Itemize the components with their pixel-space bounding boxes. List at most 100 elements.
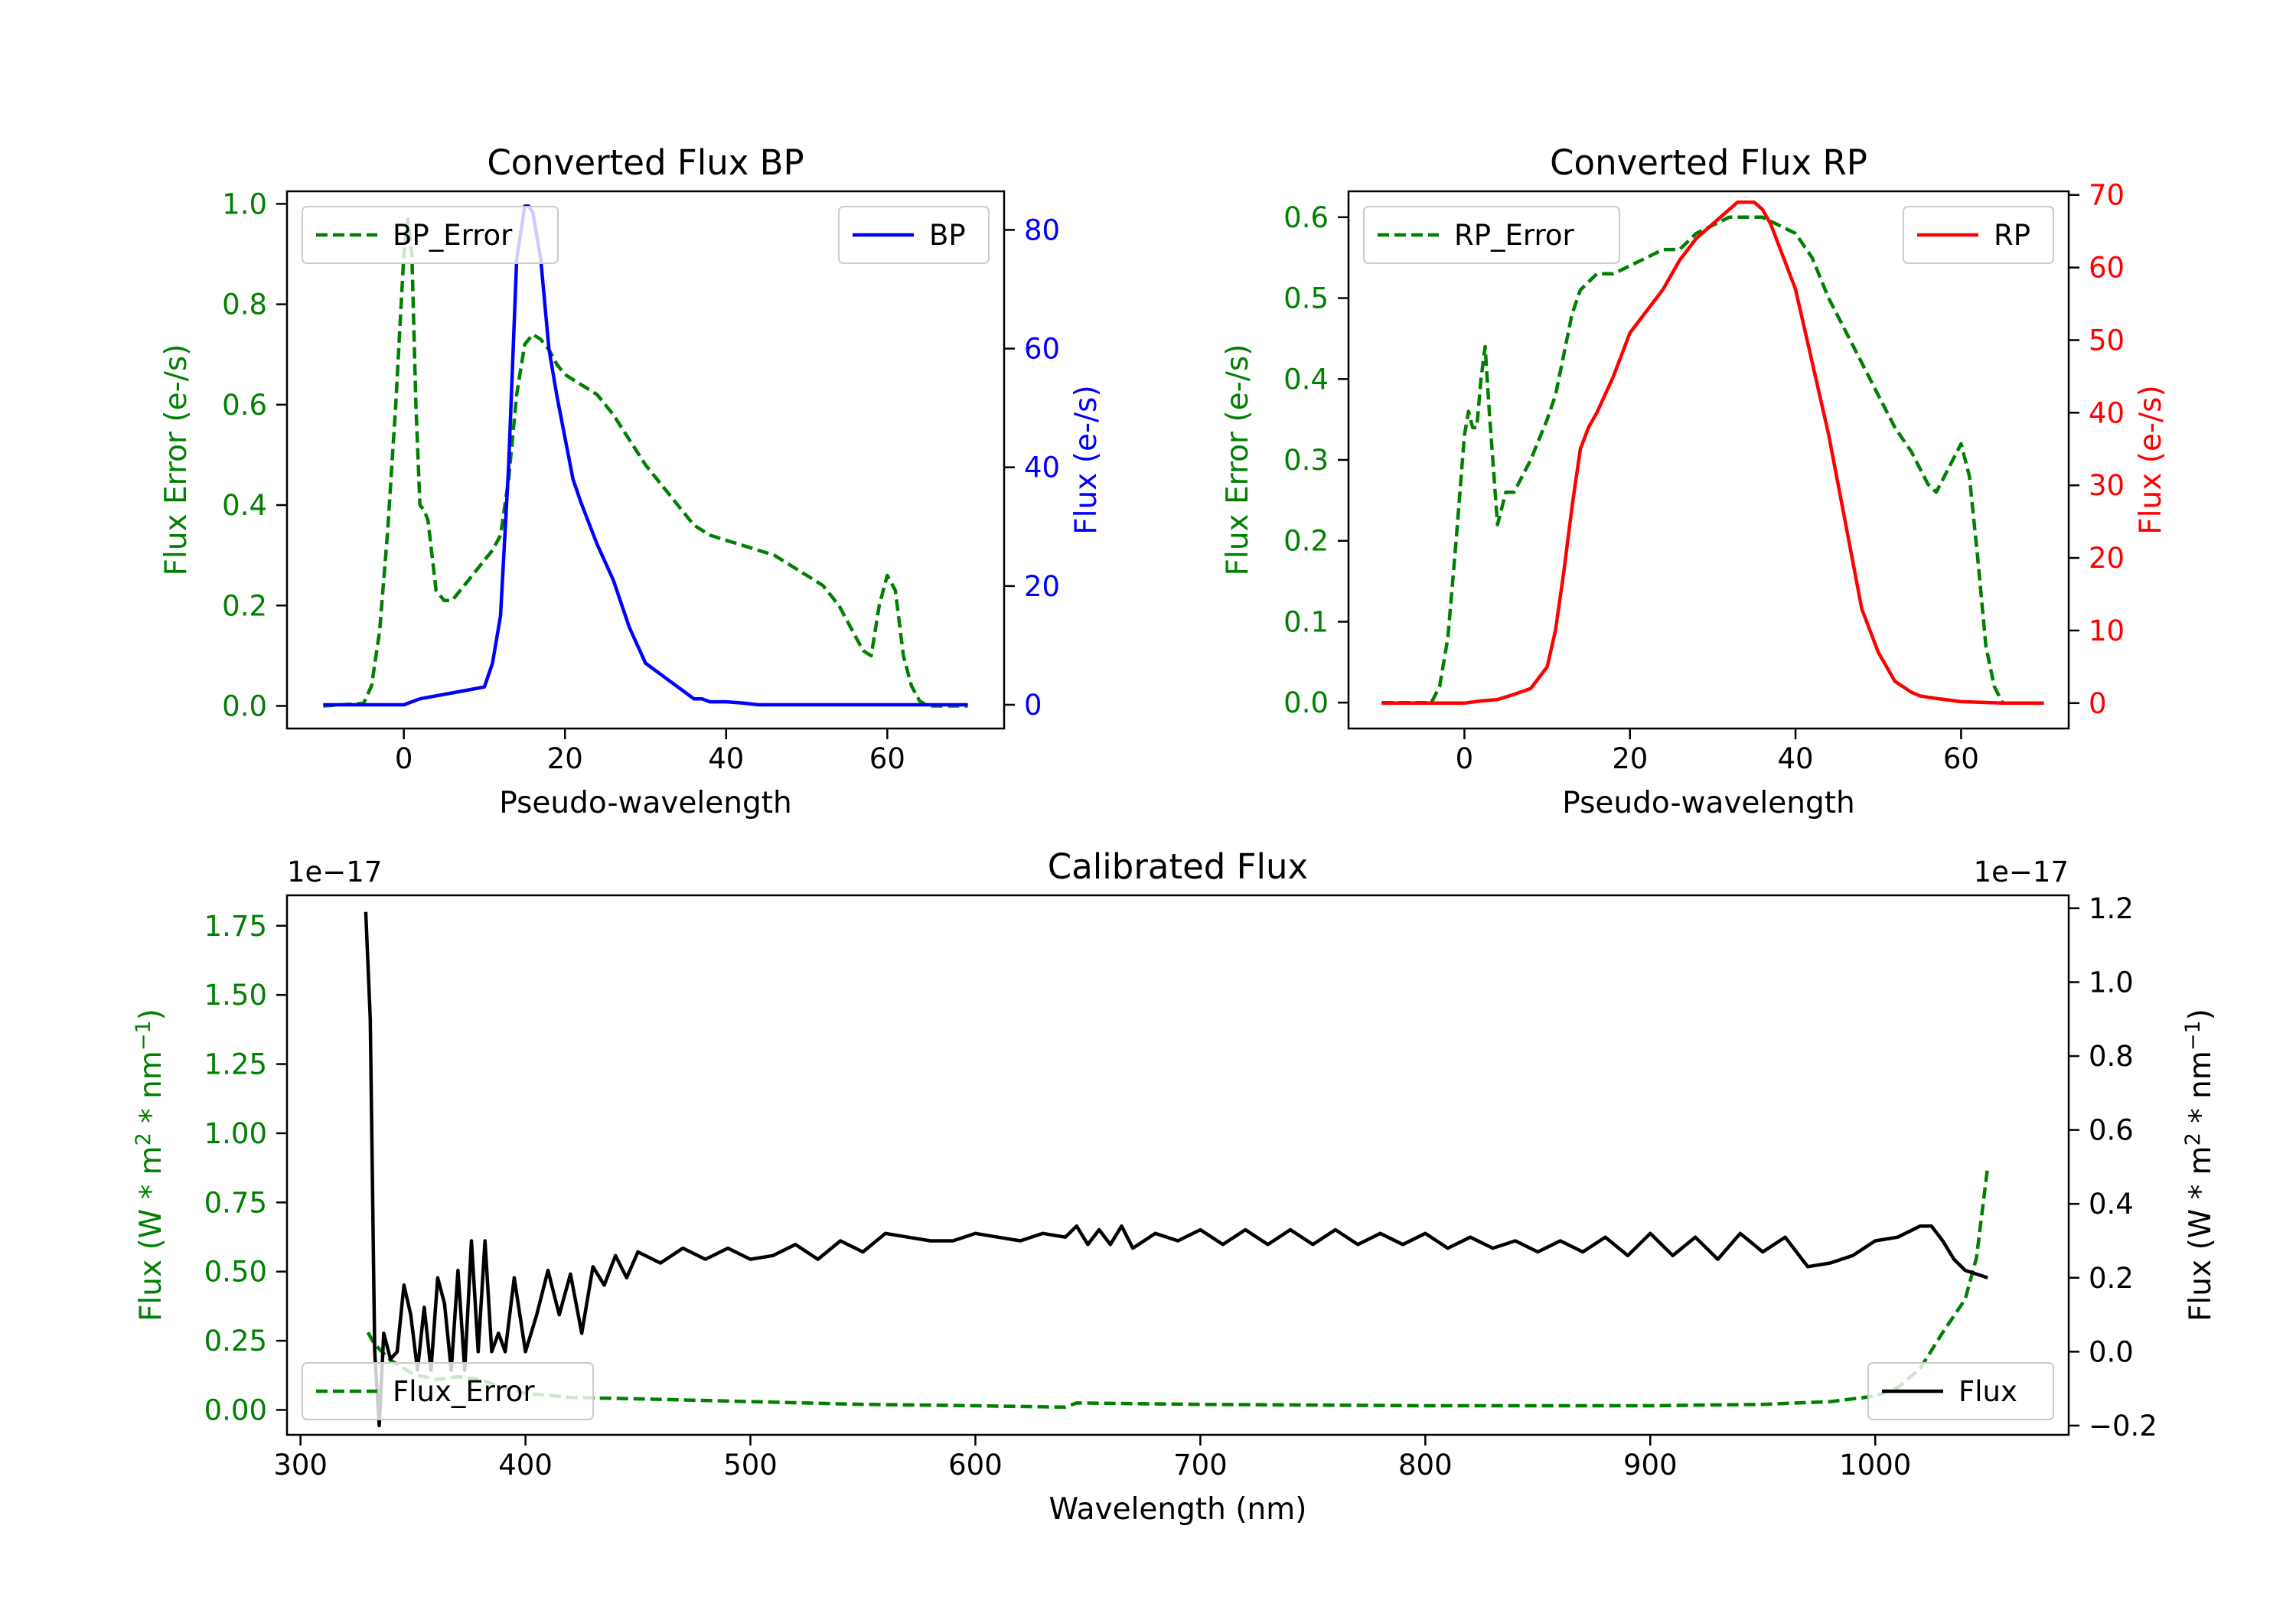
legend-rp: RP xyxy=(1903,206,2054,264)
x-tick-label: 60 xyxy=(869,742,905,775)
y-axis-label-part: 2 xyxy=(2181,1133,2205,1146)
y-axis-label-left: Flux Error (e-/s) xyxy=(1221,344,1255,576)
series-line-bp xyxy=(323,204,968,707)
y-right-tick-label: 50 xyxy=(2089,324,2125,357)
y-left-tick-label: 0.0 xyxy=(222,689,267,722)
y-left-tick-label: 0.3 xyxy=(1283,444,1329,477)
y-axis-label-left: Flux (W * m2 * nm−1) xyxy=(132,1009,168,1322)
chart-title: Converted Flux RP xyxy=(1550,142,1867,183)
series-line-bp-error xyxy=(323,217,968,708)
y-axis-label-right: Flux (e-/s) xyxy=(2134,385,2168,534)
x-tick-label: 40 xyxy=(708,742,744,775)
x-tick-label: 0 xyxy=(1456,742,1474,775)
series-line-rp-error xyxy=(1381,215,2004,705)
legend-label: RP_Error xyxy=(1454,219,1574,252)
y-axis-label-part: −1 xyxy=(2181,1020,2205,1051)
x-axis-label: Pseudo-wavelength xyxy=(499,786,791,820)
x-tick-label: 400 xyxy=(498,1449,553,1482)
y-right-tick-label: 0 xyxy=(1024,689,1042,722)
legend-box xyxy=(302,1362,594,1420)
legend-bp: BP xyxy=(838,206,990,264)
x-tick-label: 20 xyxy=(547,742,583,775)
y-left-tick-label: 0.1 xyxy=(1283,605,1329,638)
y-left-tick-label: 0.75 xyxy=(204,1186,267,1219)
series-group xyxy=(323,204,968,708)
y-right-tick-label: −0.2 xyxy=(2089,1410,2157,1442)
legend-label: Flux xyxy=(1958,1375,2017,1408)
y-right-tick-label: 0.0 xyxy=(2089,1335,2134,1368)
y-axis-label-part: Flux (W * m xyxy=(134,1146,168,1322)
legend-flux: Flux xyxy=(1867,1362,2054,1420)
legend-box xyxy=(302,206,559,264)
x-axis-label: Wavelength (nm) xyxy=(1049,1492,1307,1527)
y-left-tick-label: 0.5 xyxy=(1283,282,1329,315)
y-left-tick-label: 0.00 xyxy=(204,1393,267,1426)
y-right-tick-label: 0.2 xyxy=(2089,1262,2134,1295)
series-group xyxy=(1381,200,2044,706)
y-right-tick-label: 0.8 xyxy=(2089,1040,2134,1073)
x-tick-label: 800 xyxy=(1398,1449,1453,1482)
y-axis-label-part: ) xyxy=(2183,1009,2218,1020)
y-left-tick-label: 0.0 xyxy=(1283,686,1329,719)
x-tick-label: 300 xyxy=(273,1449,328,1482)
x-tick-label: 20 xyxy=(1612,742,1648,775)
y-right-tick-label: 20 xyxy=(2089,542,2125,575)
y-right-tick-label: 1.0 xyxy=(2089,966,2134,999)
plot-frame xyxy=(285,190,1006,730)
chart-rp: RP_Error RP xyxy=(1338,190,2079,739)
y-right-offset-label: 1e−17 xyxy=(1974,856,2069,888)
legend-label: RP xyxy=(1994,219,2030,252)
y-right-tick-label: 80 xyxy=(1024,214,1060,246)
y-right-tick-label: 40 xyxy=(1024,451,1060,484)
chart-bp: BP_Error BP xyxy=(276,190,1015,739)
y-right-tick-label: 20 xyxy=(1024,570,1060,603)
y-left-tick-label: 1.00 xyxy=(204,1117,267,1150)
x-axis-label: Pseudo-wavelength xyxy=(1562,786,1854,820)
y-right-tick-label: 60 xyxy=(1024,333,1060,366)
y-left-tick-label: 0.50 xyxy=(204,1256,267,1289)
legend-label: BP_Error xyxy=(393,219,513,252)
y-left-tick-label: 0.8 xyxy=(222,288,267,321)
y-axis-label-part: Flux (W * m xyxy=(2183,1146,2218,1322)
legend-flux-error: Flux_Error xyxy=(302,1362,594,1420)
y-axis-label-part: * nm xyxy=(2183,1051,2218,1133)
legend-bp-error: BP_Error xyxy=(302,206,559,264)
x-tick-label: 1000 xyxy=(1839,1449,1911,1482)
x-tick-label: 40 xyxy=(1778,742,1814,775)
x-tick-label: 700 xyxy=(1173,1449,1228,1482)
y-axis-label-part: 2 xyxy=(132,1133,155,1146)
y-left-tick-label: 0.6 xyxy=(222,389,267,422)
y-axis-label-left: Flux Error (e-/s) xyxy=(159,344,194,576)
x-tick-label: 900 xyxy=(1623,1449,1678,1482)
y-right-tick-label: 30 xyxy=(2089,469,2125,502)
y-right-tick-label: 0.4 xyxy=(2089,1188,2134,1221)
series-line-flux xyxy=(364,911,1988,1428)
x-tick-label: 60 xyxy=(1943,742,1979,775)
legend-label: BP xyxy=(929,219,966,252)
legend-label: Flux_Error xyxy=(393,1375,535,1408)
y-right-tick-label: 60 xyxy=(2089,252,2125,285)
series-line-rp xyxy=(1381,200,2044,706)
y-right-tick-label: 10 xyxy=(2089,614,2125,647)
y-left-tick-label: 0.4 xyxy=(222,489,267,522)
x-tick-label: 600 xyxy=(948,1449,1003,1482)
x-tick-label: 0 xyxy=(395,742,413,775)
chart-title: Converted Flux BP xyxy=(487,142,804,183)
y-axis-label-right: Flux (W * m2 * nm−1) xyxy=(2181,1009,2218,1322)
y-axis-label-right: Flux (e-/s) xyxy=(1069,385,1104,534)
y-left-tick-label: 0.25 xyxy=(204,1325,267,1358)
y-left-tick-label: 0.2 xyxy=(222,589,267,622)
legend-rp-error: RP_Error xyxy=(1363,206,1620,264)
chart-calibrated: Flux_Error Flux xyxy=(276,894,2079,1446)
x-tick-label: 500 xyxy=(723,1449,778,1482)
legend-box xyxy=(1867,1362,2054,1420)
chart-title: Calibrated Flux xyxy=(1048,846,1308,887)
y-axis-label-part: −1 xyxy=(132,1020,155,1051)
y-right-tick-label: 0 xyxy=(2089,687,2107,720)
y-left-tick-label: 1.25 xyxy=(204,1048,267,1081)
y-axis-label-part: ) xyxy=(134,1009,168,1020)
y-left-tick-label: 0.2 xyxy=(1283,525,1329,558)
y-right-tick-label: 1.2 xyxy=(2089,892,2134,925)
y-right-tick-label: 70 xyxy=(2089,179,2125,212)
